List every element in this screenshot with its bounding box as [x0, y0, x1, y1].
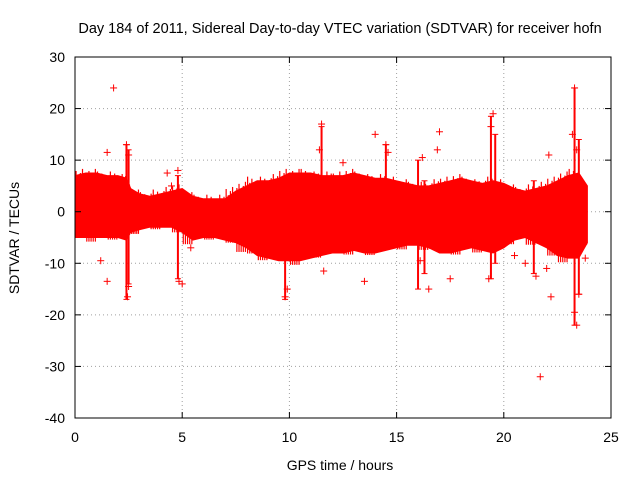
data-point: [371, 130, 379, 138]
data-point: [318, 120, 326, 128]
data-point: [547, 293, 555, 301]
y-tick-label: 20: [49, 101, 65, 117]
data-point: [435, 128, 443, 136]
y-tick-label: -30: [45, 358, 65, 374]
data-point: [281, 293, 289, 301]
data-point: [568, 130, 576, 138]
data-point: [487, 123, 495, 131]
data-point: [167, 182, 175, 190]
data-point: [283, 285, 291, 293]
y-tick-label: 0: [57, 204, 65, 220]
y-tick-label: 10: [49, 152, 65, 168]
data-point: [581, 254, 589, 262]
data-point: [536, 373, 544, 381]
data-point: [545, 151, 553, 159]
data-point: [320, 267, 328, 275]
data-point: [110, 84, 118, 92]
x-tick-label: 25: [603, 429, 619, 445]
data-point: [418, 154, 426, 162]
data-point: [384, 148, 392, 156]
data-point: [425, 285, 433, 293]
data-point: [397, 182, 405, 190]
x-tick-label: 0: [71, 429, 79, 445]
data-point: [489, 110, 497, 118]
data-point: [339, 159, 347, 167]
data-point: [103, 277, 111, 285]
x-tick-label: 5: [178, 429, 186, 445]
y-tick-label: -20: [45, 307, 65, 323]
data-point: [97, 257, 105, 265]
data-point: [573, 146, 581, 154]
data-point: [125, 151, 133, 159]
data-point: [571, 84, 579, 92]
data-point: [511, 252, 519, 260]
data-point: [573, 321, 581, 329]
y-tick-label: -10: [45, 255, 65, 271]
plot-frame: [74, 56, 612, 419]
y-tick-label: -40: [45, 410, 65, 426]
data-point: [124, 293, 132, 301]
chart-title: Day 184 of 2011, Sidereal Day-to-day VTE…: [78, 21, 601, 37]
data-point: [174, 166, 182, 174]
y-tick-label: 30: [49, 49, 65, 65]
data-point: [122, 141, 130, 149]
data-point: [575, 290, 583, 298]
x-tick-label: 20: [496, 429, 512, 445]
data-point: [125, 282, 133, 290]
x-tick-label: 10: [282, 429, 298, 445]
data-point: [382, 141, 390, 149]
data-point: [360, 277, 368, 285]
data-point: [178, 280, 186, 288]
data-point: [532, 272, 540, 280]
data-point: [433, 146, 441, 154]
x-axis-label: GPS time / hours: [287, 457, 394, 473]
y-axis-label: SDTVAR / TECUs: [6, 182, 22, 294]
data-point: [543, 264, 551, 272]
data-point: [446, 275, 454, 283]
data-point: [315, 146, 323, 154]
data-point: [521, 259, 529, 267]
data-point: [103, 148, 111, 156]
data-point: [163, 169, 171, 177]
data-series: [74, 84, 589, 381]
x-tick-label: 15: [389, 429, 405, 445]
data-point: [571, 308, 579, 316]
axis-ticks: 0 5 10 15 20 25 -40 -30 -20 -10 0 10 20 30: [45, 49, 619, 445]
data-point: [416, 257, 424, 265]
data-point: [187, 244, 195, 252]
data-point: [485, 275, 493, 283]
